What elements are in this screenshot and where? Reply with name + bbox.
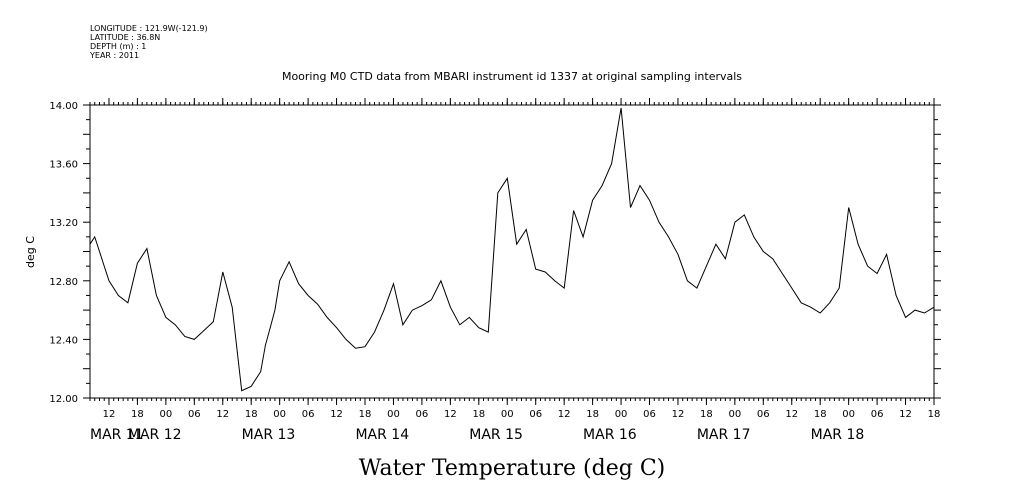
- x-hour-tick-label: 12: [330, 409, 343, 420]
- x-hour-tick-label: 00: [615, 409, 628, 420]
- x-hour-tick-label: 18: [359, 409, 372, 420]
- axis-ticks: [83, 98, 941, 405]
- y-tick-label: 12.00: [49, 394, 78, 405]
- x-hour-tick-label: 12: [899, 409, 912, 420]
- x-hour-tick-label: 06: [529, 409, 542, 420]
- y-tick-label: 12.40: [49, 335, 78, 346]
- x-hour-tick-label: 12: [558, 409, 571, 420]
- x-axis-label: Water Temperature (deg C): [359, 456, 666, 481]
- x-day-label: MAR 18: [811, 427, 865, 443]
- x-hour-tick-label: 00: [842, 409, 855, 420]
- x-day-label: MAR 11: [90, 427, 144, 443]
- x-hour-tick-label: 18: [700, 409, 713, 420]
- latitude-label: LATITUDE : 36.8N: [90, 33, 160, 42]
- depth-label: DEPTH (m) : 1: [90, 42, 146, 51]
- x-hour-tick-label: 12: [672, 409, 685, 420]
- chart-title: Mooring M0 CTD data from MBARI instrumen…: [282, 70, 742, 83]
- x-day-label: MAR 15: [469, 427, 523, 443]
- x-day-label: MAR 13: [242, 427, 296, 443]
- y-tick-label: 13.20: [49, 218, 78, 229]
- x-day-label: MAR 14: [355, 427, 409, 443]
- x-hour-tick-label: 06: [188, 409, 201, 420]
- y-tick-label: 14.00: [49, 101, 78, 112]
- water-temperature-line: [89, 107, 935, 392]
- x-hour-tick-label: 12: [103, 409, 116, 420]
- x-hour-tick-label: 12: [785, 409, 798, 420]
- y-axis-label: deg C: [24, 236, 37, 268]
- x-hour-tick-label: 06: [871, 409, 884, 420]
- x-hour-tick-label: 06: [757, 409, 770, 420]
- x-day-label: MAR 12: [128, 427, 182, 443]
- x-hour-tick-label: 06: [302, 409, 315, 420]
- x-hour-tick-label: 00: [159, 409, 172, 420]
- metadata-block: LONGITUDE : 121.9W(-121.9) LATITUDE : 36…: [89, 24, 208, 60]
- x-hour-tick-label: 18: [131, 409, 144, 420]
- x-day-label: MAR 17: [697, 427, 751, 443]
- x-hour-tick-label: 00: [728, 409, 741, 420]
- plot-frame: [89, 104, 935, 399]
- x-hour-tick-label: 00: [501, 409, 514, 420]
- x-hour-tick-label: 00: [273, 409, 286, 420]
- x-hour-tick-label: 18: [245, 409, 258, 420]
- x-hour-tick-label: 18: [586, 409, 599, 420]
- longitude-label: LONGITUDE : 121.9W(-121.9): [90, 24, 208, 33]
- x-hour-tick-label: 12: [444, 409, 457, 420]
- x-hour-tick-label: 00: [387, 409, 400, 420]
- y-tick-label: 12.80: [49, 277, 78, 288]
- year-label: YEAR : 2011: [89, 51, 139, 60]
- x-hour-tick-label: 18: [814, 409, 827, 420]
- y-tick-label: 13.60: [49, 160, 78, 171]
- x-hour-tick-label: 18: [472, 409, 485, 420]
- x-hour-tick-label: 06: [643, 409, 656, 420]
- x-day-label: MAR 16: [583, 427, 637, 443]
- x-hour-tick-label: 12: [216, 409, 229, 420]
- x-hour-tick-label: 18: [928, 409, 941, 420]
- x-hour-tick-label: 06: [416, 409, 429, 420]
- tick-labels: 12 18 00 06 12 18 00 06 12 18 00 06 12 18 00 06 12 18 00 06…: [49, 101, 940, 443]
